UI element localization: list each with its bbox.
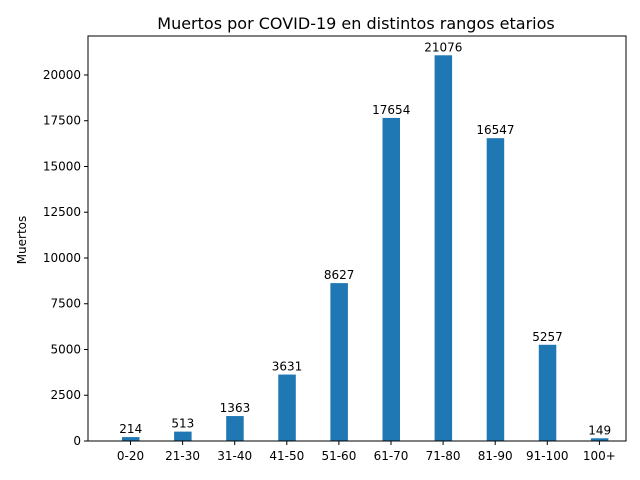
bar-51-60 [330, 283, 348, 441]
plot-frame [87, 35, 627, 442]
y-tick-label: 12500 [43, 205, 81, 219]
bars-group [122, 55, 609, 442]
data-label-61-70: 17654 [372, 103, 410, 117]
bar-81-90 [486, 138, 505, 441]
y-tick-label: 5000 [50, 342, 81, 356]
y-tick-label: 0 [73, 434, 81, 448]
x-tick-label: 100+ [583, 449, 616, 463]
chart-title: Muertos por COVID-19 en distintos rangos… [157, 14, 554, 33]
data-label-21-30: 513 [171, 417, 194, 431]
bar-0-20 [122, 437, 140, 441]
x-tick-label: 91-100 [526, 449, 569, 463]
bar-41-50 [278, 374, 296, 441]
bar-71-80 [434, 55, 453, 442]
x-tick-label: 21-30 [165, 449, 200, 463]
y-tick-label: 17500 [43, 114, 81, 128]
data-label-100+: 149 [588, 423, 611, 437]
y-tick-label: 7500 [50, 297, 81, 311]
y-axis-label: Muertos [15, 216, 29, 265]
x-tick-label: 41-50 [269, 449, 304, 463]
bar-91-100 [538, 344, 557, 441]
bar-61-70 [382, 117, 400, 442]
x-tick-label: 0-20 [117, 449, 144, 463]
data-labels-group: 214 513 1363 3631 8627 17654 21076 16547 5257 149 [119, 40, 611, 437]
bar-100+ [590, 438, 609, 441]
x-tick-label: 81-90 [478, 449, 513, 463]
data-label-0-20: 214 [119, 422, 142, 436]
data-label-31-40: 1363 [220, 401, 251, 415]
x-tick-label: 61-70 [374, 449, 409, 463]
y-axis-ticks: 0 2500 5000 7500 10000 12500 15000 17500 20000 [43, 68, 88, 448]
bar-21-30 [174, 431, 192, 441]
data-label-91-100: 5257 [532, 330, 563, 344]
bar-31-40 [226, 416, 244, 441]
x-tick-label: 31-40 [217, 449, 252, 463]
data-label-41-50: 3631 [272, 360, 303, 374]
y-tick-label: 10000 [43, 251, 81, 265]
y-tick-label: 2500 [50, 388, 81, 402]
x-tick-label: 71-80 [426, 449, 461, 463]
data-label-71-80: 21076 [424, 40, 462, 54]
data-label-51-60: 8627 [324, 268, 355, 282]
x-tick-label: 51-60 [321, 449, 356, 463]
data-label-81-90: 16547 [476, 123, 514, 137]
y-tick-label: 20000 [43, 68, 81, 82]
x-axis-ticks: 0-20 21-30 31-40 41-50 51-60 61-70 71-80 81-90 9… [117, 441, 616, 463]
y-tick-label: 15000 [43, 159, 81, 173]
